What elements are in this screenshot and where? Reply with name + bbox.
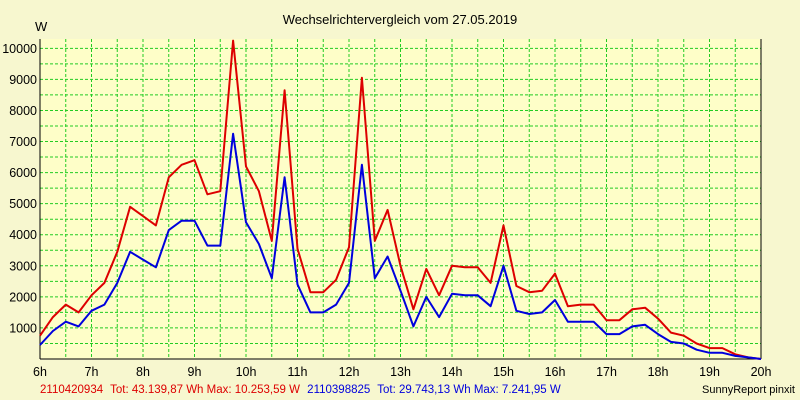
y-tick-label: 6000: [9, 166, 37, 180]
credit-label: SunnyReport pinxit: [702, 384, 795, 396]
x-tick-label: 20h: [751, 365, 772, 379]
x-tick-label: 14h: [442, 365, 463, 379]
y-tick-labels: 1000 2000 3000 4000 5000 6000 7000 8000 9000 1000…: [2, 42, 37, 336]
x-tick-label: 18h: [648, 365, 669, 379]
x-tick-label: 13h: [390, 365, 411, 379]
y-tick-label: 5000: [9, 197, 37, 211]
x-tick-label: 10h: [236, 365, 257, 379]
series-layer: [39, 39, 762, 360]
footer-stats: 2110420934 Tot: 43.139,87 Wh Max: 10.253…: [40, 384, 561, 396]
y-tick-label: 10000: [2, 42, 37, 56]
x-tick-label: 7h: [85, 365, 99, 379]
axes: [39, 39, 762, 360]
series1-id: 2110420934: [40, 384, 104, 396]
y-tick-label: 8000: [9, 104, 37, 118]
y-tick-label: 1000: [9, 321, 37, 335]
x-tick-label: 15h: [493, 365, 514, 379]
series2-id: 2110398825: [307, 384, 370, 396]
x-tick-label: 9h: [188, 365, 202, 379]
y-tick-label: 4000: [9, 228, 37, 242]
y-tick-label: 2000: [9, 290, 37, 304]
series-line-1: [39, 39, 762, 360]
x-tick-label: 8h: [136, 365, 150, 379]
grid-lines: [39, 39, 762, 359]
x-tick-label: 16h: [545, 365, 566, 379]
series2-stats: Tot: 29.743,13 Wh Max: 7.241,95 W: [377, 384, 561, 396]
x-tick-label: 17h: [596, 365, 617, 379]
x-tick-label: 11h: [288, 365, 308, 379]
x-tick-labels: 6h 7h 8h 9h 10h 11h 12h 13h 14h 15h 16h 17h 18h 19h 20…: [33, 365, 771, 379]
x-tick-label: 12h: [339, 365, 360, 379]
y-tick-label: 7000: [9, 135, 37, 149]
y-unit-label: W: [35, 19, 48, 34]
x-tick-label: 6h: [33, 365, 47, 379]
series-line-2: [39, 132, 762, 360]
y-tick-label: 3000: [9, 259, 37, 273]
series1-stats: Tot: 43.139,87 Wh Max: 10.253,59 W: [110, 384, 300, 396]
x-tick-label: 19h: [699, 365, 720, 379]
chart-title: Wechselrichtervergleich vom 27.05.2019: [283, 12, 518, 27]
y-tick-label: 9000: [9, 73, 37, 87]
